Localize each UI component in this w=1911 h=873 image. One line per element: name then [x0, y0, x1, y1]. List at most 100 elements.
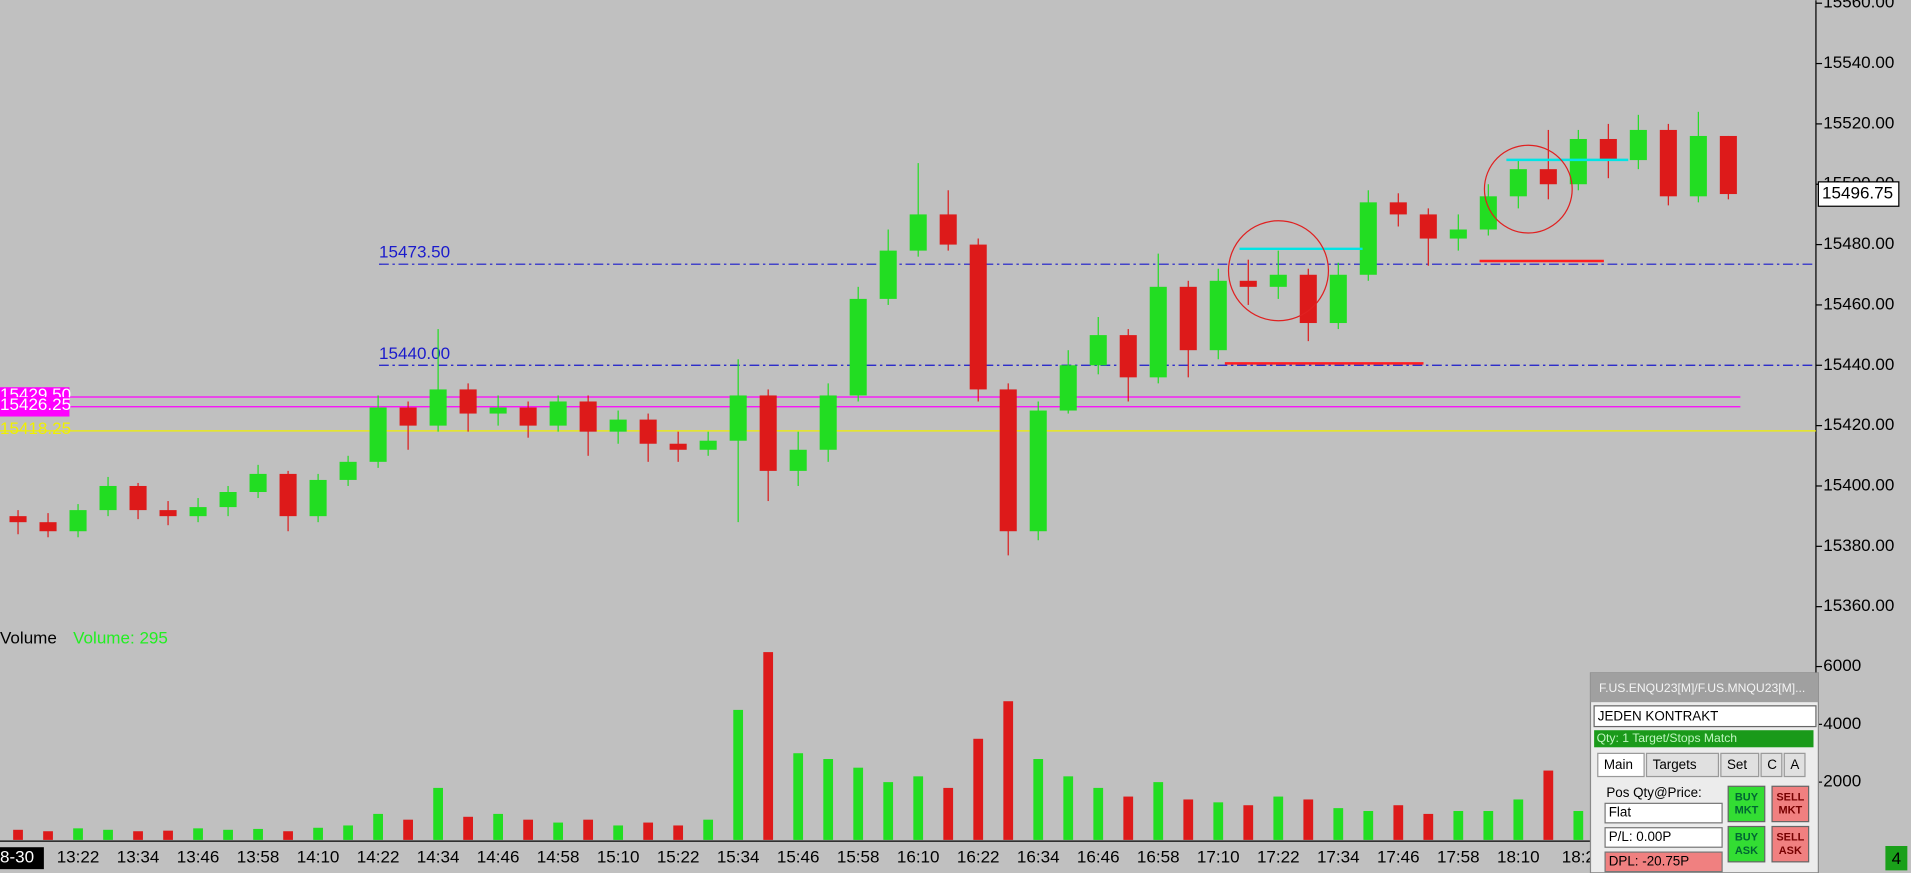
- candle-body: [969, 244, 987, 390]
- y-tick-label: 2000: [1823, 772, 1861, 791]
- x-tick-label: 14:34: [417, 848, 460, 867]
- tab[interactable]: [1597, 752, 1645, 778]
- candle-body: [339, 461, 357, 480]
- volume-bar: [373, 813, 383, 840]
- x-tick-label: 17:34: [1317, 848, 1360, 867]
- badge-box: [1885, 846, 1908, 871]
- candle-body: [939, 214, 957, 245]
- volume-bar: [313, 827, 323, 840]
- last-price: 15496.75: [1822, 184, 1893, 203]
- order-button[interactable]: [1727, 785, 1766, 823]
- candle-body: [39, 522, 57, 532]
- candle-body: [999, 389, 1017, 532]
- volume-bar: [283, 831, 293, 840]
- candle-body: [1029, 410, 1047, 532]
- tab[interactable]: [1720, 752, 1760, 778]
- volume-bar: [493, 813, 504, 840]
- candle-body: [189, 507, 207, 517]
- order-button[interactable]: [1727, 825, 1766, 863]
- candle-body: [1059, 365, 1077, 411]
- y-tick-label: 15420.00: [1823, 415, 1894, 434]
- candle-body: [1119, 335, 1137, 378]
- x-tick-label: 14:10: [297, 848, 340, 867]
- pl-box: [1604, 827, 1723, 848]
- annotation-circle: [1227, 220, 1330, 322]
- tab-label: C: [1767, 757, 1777, 772]
- y-tick-label: 15400.00: [1823, 475, 1894, 494]
- y-tick-label: 15460.00: [1823, 294, 1894, 313]
- x-tick-label: 15:34: [717, 848, 760, 867]
- x-tick-label: 15:58: [837, 848, 880, 867]
- account-name: JEDEN KONTRAKT: [1598, 708, 1719, 723]
- candle-body: [909, 214, 927, 251]
- tab[interactable]: [1645, 752, 1720, 778]
- tab-label: A: [1790, 757, 1799, 772]
- candle-body: [1359, 202, 1377, 275]
- x-tick-label: 13:22: [57, 848, 100, 867]
- account-select[interactable]: [1593, 705, 1817, 728]
- badge: 4: [1892, 849, 1901, 868]
- volume-bar: [943, 787, 954, 840]
- level-label: 15440.00: [379, 344, 450, 363]
- volume-bar: [13, 829, 23, 840]
- candle-body: [1539, 169, 1557, 185]
- pl-value: P/L: 0.00P: [1609, 829, 1672, 844]
- candle-body: [1299, 274, 1317, 324]
- x-tick-label: 8-30: [0, 848, 34, 867]
- volume-bar: [463, 816, 473, 840]
- y-tick-label: 15560.00: [1823, 0, 1894, 12]
- x-tick-label: 16:10: [897, 848, 940, 867]
- candle-body: [669, 443, 687, 450]
- x-tick-label: 13:34: [117, 848, 160, 867]
- tab[interactable]: [1760, 752, 1783, 778]
- candle-body: [1389, 202, 1407, 215]
- tabs: Main Targets Set C A: [1597, 752, 1806, 778]
- volume-bar: [133, 831, 143, 840]
- volume-bar: [643, 822, 654, 840]
- volume-bar: [1033, 759, 1044, 840]
- volume-bar: [523, 819, 534, 840]
- volume-bar: [1003, 701, 1014, 840]
- volume-bar: [103, 829, 113, 840]
- candle-body: [1179, 286, 1197, 351]
- candle-body: [489, 407, 507, 414]
- volume-bar: [403, 819, 413, 840]
- volume-bar: [253, 828, 263, 840]
- tab[interactable]: [1783, 752, 1806, 778]
- volume-bar: [673, 825, 684, 840]
- candle-body: [309, 479, 327, 517]
- order-button[interactable]: [1771, 825, 1810, 863]
- candle-body: [519, 407, 537, 426]
- order-button-label: BUY MKT: [1735, 791, 1759, 816]
- y-tick-label: 15480.00: [1823, 234, 1894, 253]
- candle-body: [699, 440, 717, 450]
- candle-body: [1629, 129, 1647, 161]
- volume-bar: [163, 830, 173, 840]
- volume-bar: [1303, 799, 1314, 840]
- candle-body: [1509, 169, 1527, 197]
- level-label: 15473.50: [379, 243, 450, 262]
- panel-symbol: F.US.ENQU23[M]/F.US.MNQU23[M]...: [1599, 681, 1805, 695]
- annotation-circle: [1483, 144, 1573, 234]
- candle-body: [1269, 274, 1287, 287]
- volume-bar: [793, 753, 804, 840]
- volume-bar: [43, 831, 53, 840]
- tab-label: Set: [1727, 757, 1747, 772]
- x-tick-label: 15:10: [597, 848, 640, 867]
- order-button[interactable]: [1771, 785, 1810, 823]
- candle-body: [1659, 129, 1677, 197]
- x-tick-label: 15:22: [657, 848, 700, 867]
- volume-bar: [733, 709, 744, 840]
- candle-body: [1329, 274, 1347, 324]
- order-button-label: SELL ASK: [1776, 831, 1804, 856]
- last-price-box: [1817, 181, 1900, 207]
- candle-body: [369, 407, 387, 462]
- volume-bar: [1123, 796, 1134, 840]
- y-tick-label: 15360.00: [1823, 596, 1894, 615]
- volume-bar: [1183, 799, 1194, 840]
- volume-bar: [553, 822, 564, 840]
- volume-bar: [763, 652, 774, 840]
- x-tick-label: 13:46: [177, 848, 220, 867]
- candle-body: [609, 419, 627, 432]
